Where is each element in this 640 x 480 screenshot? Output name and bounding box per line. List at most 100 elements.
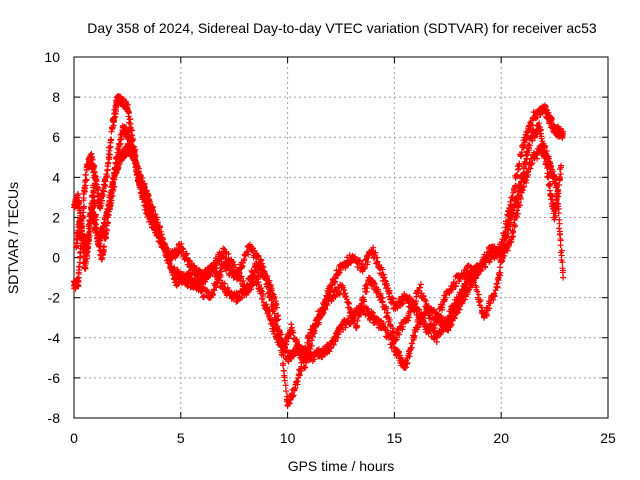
data-point-dense xyxy=(244,282,251,289)
data-point-dense xyxy=(431,325,438,332)
data-point-dense xyxy=(520,165,527,172)
data-point-dense xyxy=(311,327,318,334)
data-point-dense xyxy=(320,309,327,316)
data-point-dense xyxy=(222,248,229,255)
data-point-dense xyxy=(82,260,89,267)
data-point-dense xyxy=(404,359,411,366)
y-tick-label: 2 xyxy=(52,209,60,225)
data-point-dense xyxy=(100,247,107,254)
data-point-dense xyxy=(84,249,91,256)
data-point-dense xyxy=(128,138,135,145)
data-point-dense xyxy=(482,255,489,262)
data-point-dense xyxy=(171,268,178,275)
data-point-dense xyxy=(515,188,522,195)
data-point-dense xyxy=(522,160,529,167)
data-point-dense xyxy=(259,295,266,302)
data-point-dense xyxy=(336,290,343,297)
data-point-dense xyxy=(499,252,506,259)
data-point-dense xyxy=(411,332,418,339)
data-point-dense xyxy=(510,209,517,216)
data-point-dense xyxy=(357,311,364,318)
data-point-dense xyxy=(370,244,377,251)
data-point-dense xyxy=(504,247,511,254)
data-point-dense xyxy=(351,253,358,260)
data-point-dense xyxy=(180,246,187,253)
data-point-dense xyxy=(82,182,89,189)
data-point-dense xyxy=(91,202,98,209)
x-tick-label: 20 xyxy=(493,430,509,446)
data-point-dense xyxy=(110,175,117,182)
data-point-dense xyxy=(454,300,461,307)
data-point-dense xyxy=(112,106,119,113)
data-point-dense xyxy=(374,258,381,265)
data-point-dense xyxy=(501,240,508,247)
data-point-dense xyxy=(375,286,382,293)
data-point-dense xyxy=(104,166,111,173)
data-point-dense xyxy=(266,289,273,296)
data-point-dense xyxy=(491,292,498,299)
data-point-dense xyxy=(511,222,518,229)
data-point-dense xyxy=(342,293,349,300)
data-point-dense xyxy=(551,172,558,179)
data-point-dense xyxy=(445,318,452,325)
data-point-dense xyxy=(194,279,201,286)
data-point-dense xyxy=(434,318,441,325)
data-point-dense xyxy=(473,284,480,291)
data-point-dense xyxy=(497,269,504,276)
data-point-dense xyxy=(96,238,103,245)
data-point xyxy=(417,284,424,291)
data-point-dense xyxy=(529,160,536,167)
data-point-dense xyxy=(396,349,403,356)
data-point xyxy=(560,130,567,137)
data-point-dense xyxy=(142,187,149,194)
data-point-dense xyxy=(279,362,286,369)
data-point-dense xyxy=(233,298,240,305)
data-point-dense xyxy=(164,252,171,259)
data-point-dense xyxy=(81,203,88,210)
data-point-dense xyxy=(469,267,476,274)
data-point-dense xyxy=(236,270,243,277)
data-point-dense xyxy=(239,294,246,301)
data-point-dense xyxy=(346,300,353,307)
data-point-dense xyxy=(441,298,448,305)
data-point-dense xyxy=(526,142,533,149)
data-point xyxy=(508,234,515,241)
data-point-dense xyxy=(221,280,228,287)
data-point-dense xyxy=(523,177,530,184)
data-point-dense xyxy=(132,158,139,165)
data-point-dense xyxy=(90,187,97,194)
plot-frame xyxy=(73,56,609,419)
data-point-dense xyxy=(298,349,305,356)
data-point-dense xyxy=(364,285,371,292)
data-point-dense xyxy=(526,141,533,148)
grid xyxy=(74,57,608,418)
data-point-dense xyxy=(101,243,108,250)
data-point-dense xyxy=(383,314,390,321)
data-point-dense xyxy=(266,312,273,319)
data-point-dense xyxy=(188,275,195,282)
data-point-dense xyxy=(382,277,389,284)
data-point-dense xyxy=(415,305,422,312)
data-point-dense xyxy=(454,309,461,316)
data-point-dense xyxy=(389,294,396,301)
data-point-dense xyxy=(327,289,334,296)
data-point-dense xyxy=(136,174,143,181)
data-point-dense xyxy=(288,321,295,328)
data-point-dense xyxy=(210,265,217,272)
data-point-dense xyxy=(445,327,452,334)
data-point-dense xyxy=(148,208,155,215)
data-point-dense xyxy=(105,159,112,166)
data-point-dense xyxy=(287,396,294,403)
data-point-dense xyxy=(521,183,528,190)
data-point-dense xyxy=(255,279,262,286)
x-tick-label: 5 xyxy=(177,430,185,446)
data-point-dense xyxy=(357,305,364,312)
data-point-dense xyxy=(426,309,433,316)
data-point-dense xyxy=(549,115,556,122)
data-point-dense xyxy=(78,227,85,234)
data-point-dense xyxy=(462,296,469,303)
data-point-dense xyxy=(415,324,422,331)
data-point-dense xyxy=(262,274,269,281)
data-point-dense xyxy=(517,182,524,189)
